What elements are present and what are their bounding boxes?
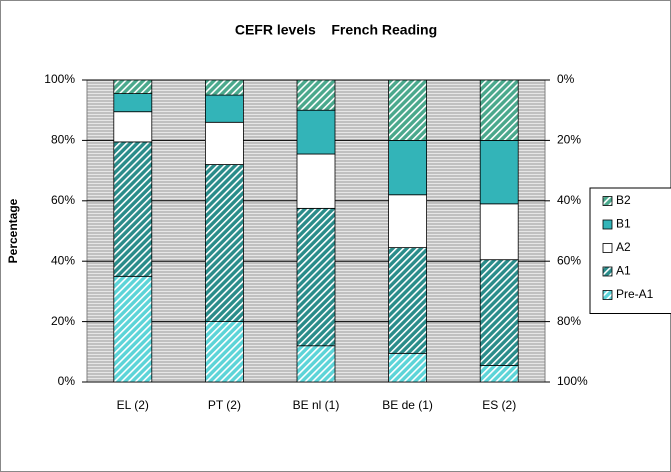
legend-label: B1 bbox=[616, 217, 631, 231]
legend-swatch bbox=[602, 290, 613, 300]
bar-segment bbox=[113, 111, 153, 143]
bar-segment bbox=[479, 139, 519, 205]
y-tick-label: 60% bbox=[51, 193, 75, 207]
y2-tick-label: 40% bbox=[557, 193, 581, 207]
legend-swatch bbox=[602, 243, 613, 253]
bar-segment bbox=[296, 345, 336, 383]
x-tick-label: PT (2) bbox=[208, 398, 241, 412]
bar-segment bbox=[113, 93, 153, 113]
bar-segment bbox=[204, 94, 244, 123]
bar-segment bbox=[113, 79, 153, 94]
bar-segment bbox=[204, 121, 244, 165]
legend-swatch bbox=[602, 219, 613, 230]
bar-segment bbox=[204, 79, 244, 96]
y2-tick-label: 100% bbox=[557, 374, 588, 388]
y-tick-label: 80% bbox=[51, 133, 75, 147]
bar-segment bbox=[296, 207, 336, 347]
legend-swatch bbox=[602, 196, 613, 206]
legend-label: A2 bbox=[616, 240, 631, 254]
bar-segment bbox=[388, 79, 428, 141]
legend-label: A1 bbox=[616, 264, 631, 278]
x-tick-label: EL (2) bbox=[117, 398, 149, 412]
x-tick-label: BE nl (1) bbox=[293, 398, 340, 412]
chart-title: CEFR levels French Reading bbox=[235, 22, 437, 38]
bar-segment bbox=[113, 141, 153, 277]
bar-segment bbox=[113, 275, 153, 383]
bar-segment bbox=[388, 139, 428, 196]
y2-tick-label: 80% bbox=[557, 314, 581, 328]
y-tick-label: 0% bbox=[58, 374, 76, 388]
y-tick-label: 100% bbox=[44, 72, 75, 86]
y-tick-label: 40% bbox=[51, 253, 75, 267]
bar-segment bbox=[479, 364, 519, 383]
y-tick-label: 20% bbox=[51, 314, 75, 328]
legend-label: B2 bbox=[616, 193, 631, 207]
bar-segment bbox=[479, 79, 519, 141]
x-tick-label: ES (2) bbox=[482, 398, 516, 412]
y2-tick-label: 20% bbox=[557, 133, 581, 147]
bar-segment bbox=[204, 164, 244, 322]
bar-segment bbox=[204, 321, 244, 383]
x-tick-label: BE de (1) bbox=[382, 398, 433, 412]
bar-segment bbox=[479, 203, 519, 261]
bar-segment bbox=[296, 153, 336, 209]
legend-label: Pre-A1 bbox=[616, 287, 654, 301]
bar-segment bbox=[296, 109, 336, 155]
legend-swatch bbox=[602, 266, 613, 277]
bar-segment bbox=[479, 259, 519, 366]
y-axis-title: Percentage bbox=[6, 198, 20, 263]
y2-tick-label: 0% bbox=[557, 72, 575, 86]
bar-segment bbox=[388, 352, 428, 383]
bar-segment bbox=[388, 194, 428, 249]
y2-tick-label: 60% bbox=[557, 253, 581, 267]
bar-segment bbox=[296, 79, 336, 111]
bar-segment bbox=[388, 247, 428, 354]
